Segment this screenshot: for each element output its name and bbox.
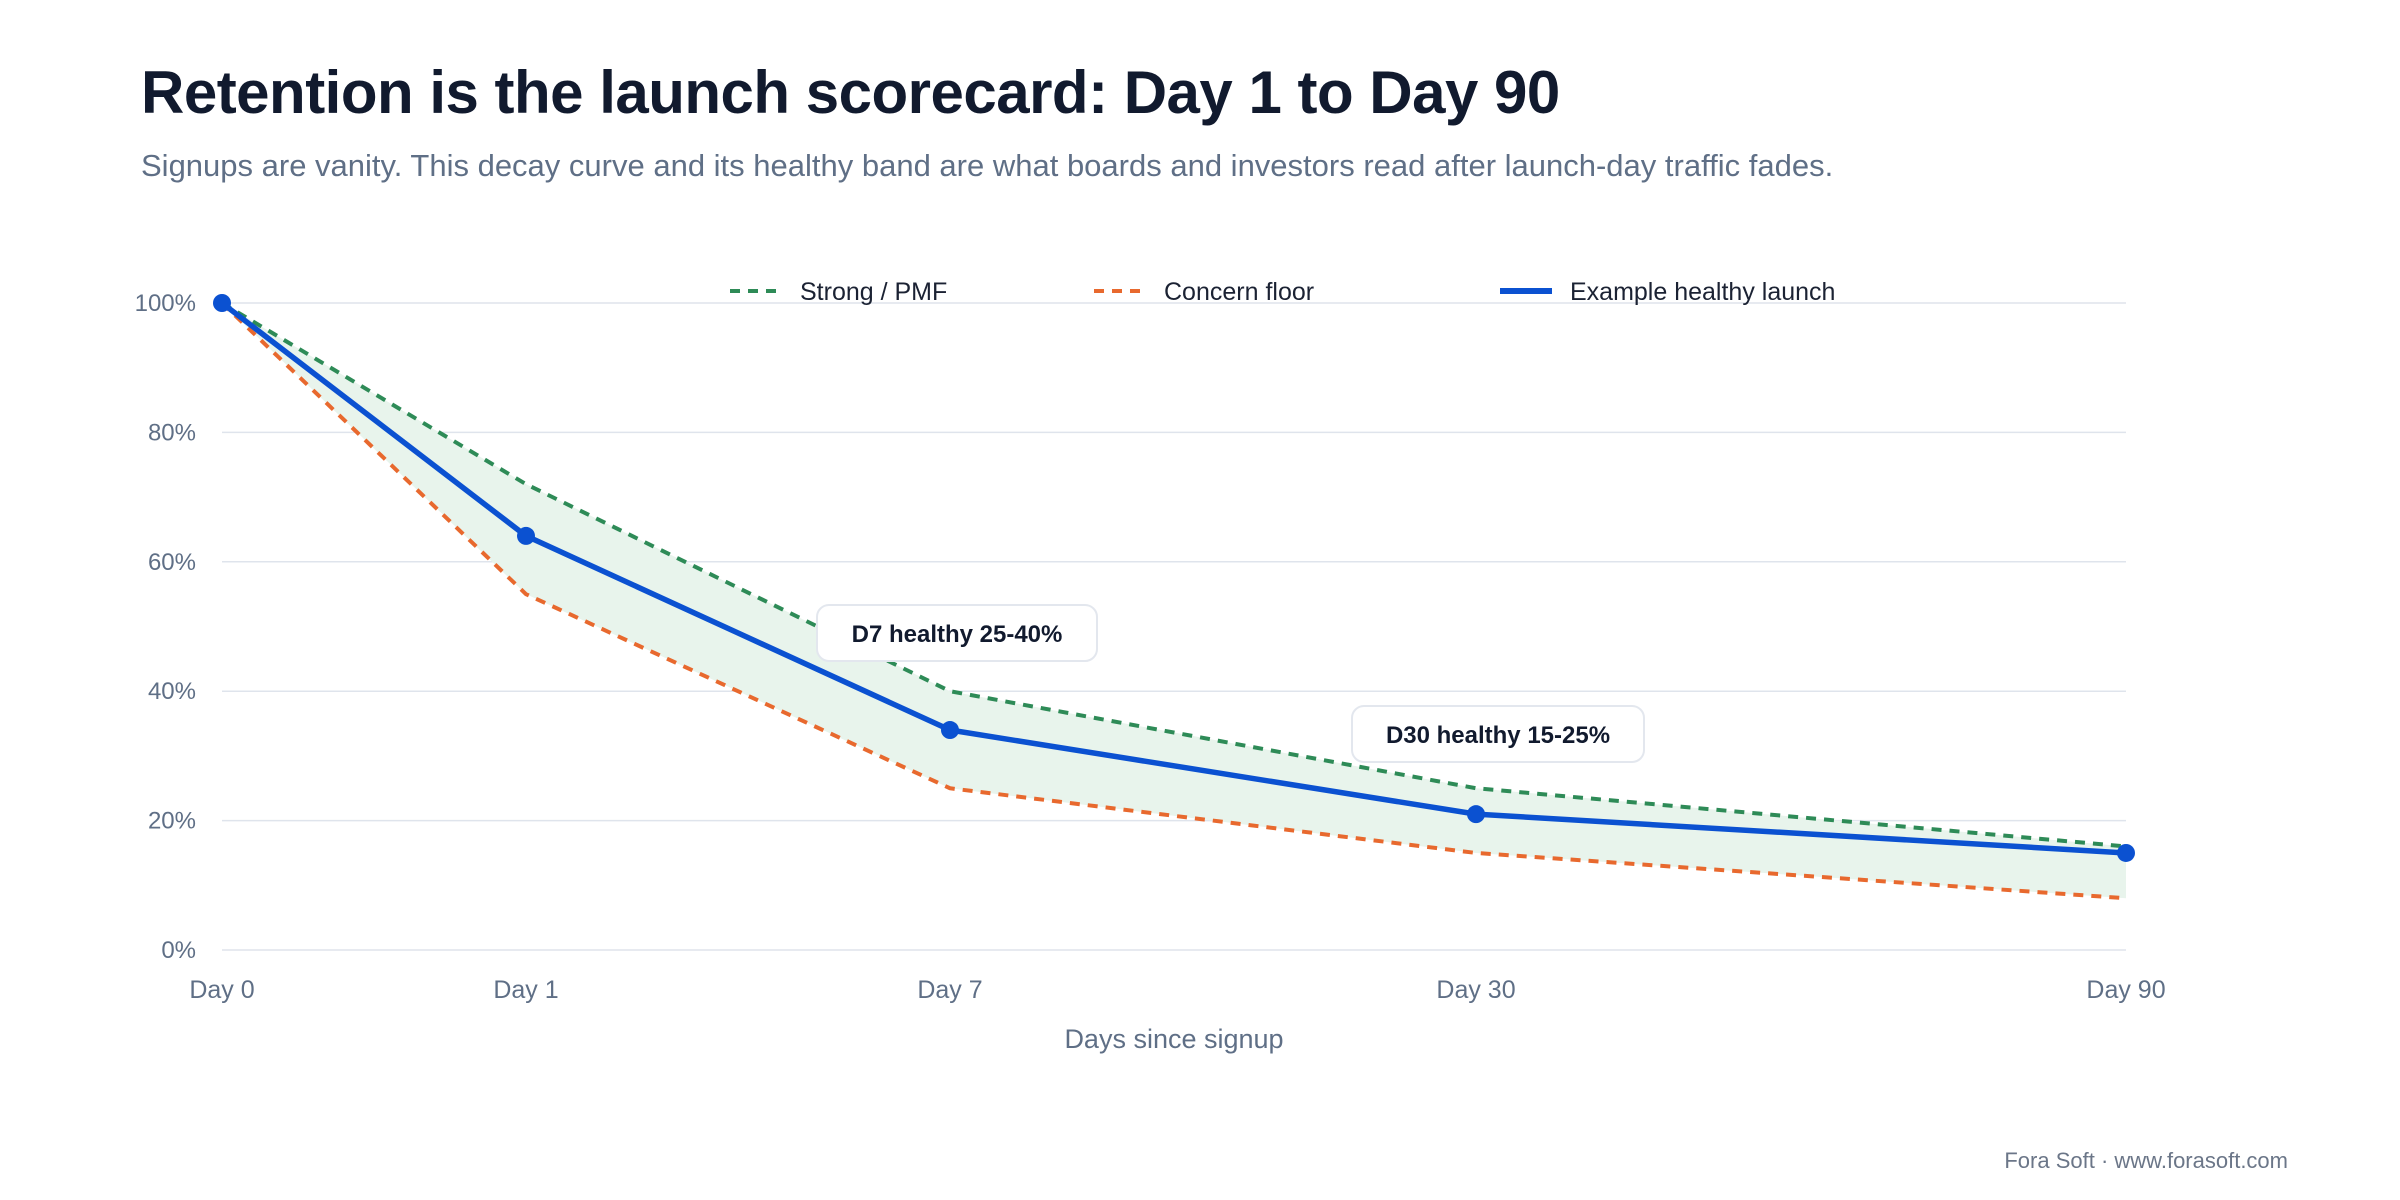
healthy-band bbox=[222, 303, 2126, 899]
y-tick-label: 80% bbox=[148, 419, 196, 446]
annotation-label: D30 healthy 15-25% bbox=[1386, 722, 1610, 749]
annotation-box bbox=[1351, 705, 1645, 763]
annotation-callout: D7 healthy 25-40% bbox=[816, 604, 1098, 662]
annotation-layer: D7 healthy 25-40% D30 healthy 15-25% bbox=[816, 604, 1645, 763]
x-tick-label: Day 30 bbox=[1436, 976, 1515, 1004]
y-tick-label: 40% bbox=[148, 678, 196, 705]
x-tick-label: Day 90 bbox=[2086, 976, 2165, 1004]
data-point bbox=[2117, 843, 2135, 862]
y-tick-label: 100% bbox=[135, 290, 196, 317]
data-point bbox=[1467, 805, 1485, 824]
data-point bbox=[941, 721, 959, 740]
data-point bbox=[517, 526, 535, 545]
y-tick-label: 20% bbox=[148, 808, 196, 835]
x-tick-label: Day 7 bbox=[917, 976, 982, 1004]
axis-layer: 0% 20% 40% 60% 80% 100% Day 0 Day 1 Day 7 Day 30 D… bbox=[135, 290, 2166, 1054]
series-line-concern-floor bbox=[220, 301, 2127, 901]
legend-item: Concern floor bbox=[1094, 278, 1314, 306]
page-subtitle: Signups are vanity. This decay curve and… bbox=[141, 148, 1834, 183]
marker-layer bbox=[213, 294, 2135, 862]
legend-label: Concern floor bbox=[1164, 278, 1314, 306]
x-axis-title: Days since signup bbox=[1064, 1024, 1283, 1054]
page-title: Retention is the launch scorecard: Day 1… bbox=[141, 59, 1560, 126]
y-tick-label: 0% bbox=[161, 937, 196, 964]
legend-label: Strong / PMF bbox=[800, 278, 947, 306]
data-point bbox=[213, 294, 231, 312]
legend-item: Strong / PMF bbox=[730, 278, 947, 306]
annotation-callout: D30 healthy 15-25% bbox=[1351, 705, 1645, 763]
series-line-strong-pmf bbox=[220, 301, 2127, 849]
x-tick-label: Day 0 bbox=[189, 976, 254, 1004]
grid-layer bbox=[222, 302, 2126, 951]
legend-item: Example healthy launch bbox=[1500, 278, 1835, 306]
footer-credit: Fora Soft · www.forasoft.com bbox=[2004, 1148, 2288, 1173]
annotation-box bbox=[816, 604, 1098, 662]
x-tick-label: Day 1 bbox=[493, 976, 558, 1004]
legend-label: Example healthy launch bbox=[1570, 278, 1835, 306]
annotation-label: D7 healthy 25-40% bbox=[852, 621, 1063, 648]
legend: Strong / PMF Concern floor Example healthy… bbox=[730, 278, 1835, 306]
y-tick-label: 60% bbox=[148, 549, 196, 576]
